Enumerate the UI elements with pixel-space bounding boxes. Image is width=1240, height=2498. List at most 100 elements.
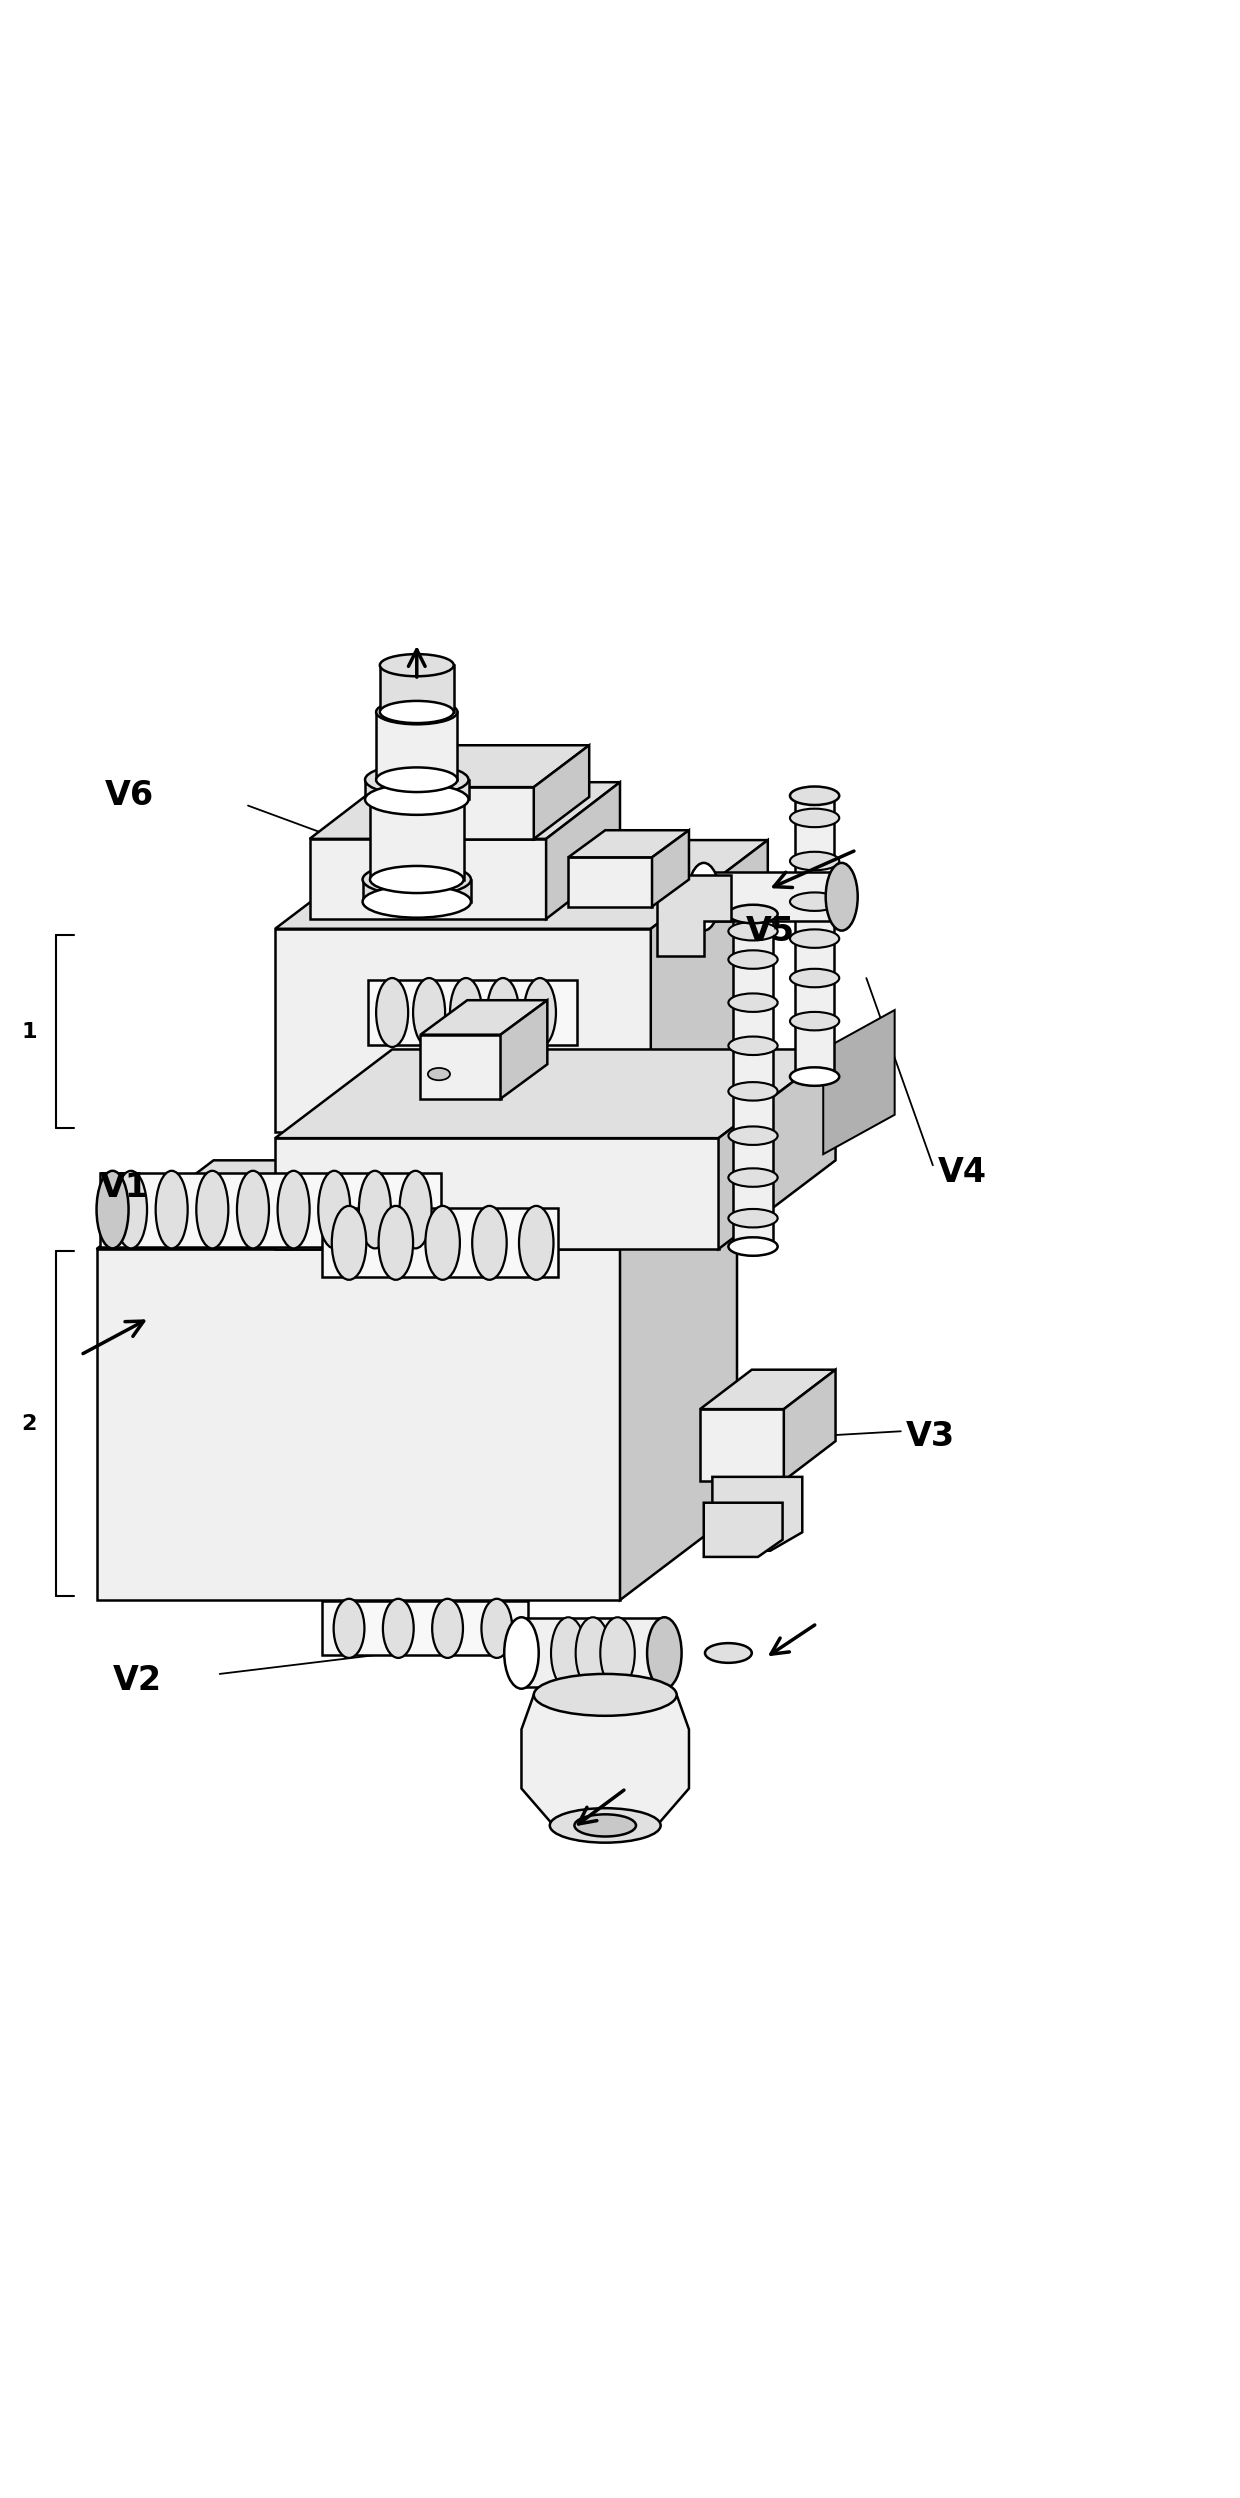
Polygon shape	[420, 999, 547, 1034]
Ellipse shape	[505, 1616, 538, 1689]
Ellipse shape	[487, 979, 520, 1047]
Ellipse shape	[790, 1012, 839, 1029]
Polygon shape	[522, 1694, 689, 1826]
Ellipse shape	[319, 1172, 350, 1249]
Ellipse shape	[156, 1172, 187, 1249]
Polygon shape	[97, 1159, 737, 1249]
Ellipse shape	[706, 1644, 751, 1664]
Polygon shape	[704, 1504, 782, 1556]
Polygon shape	[712, 1476, 802, 1551]
Ellipse shape	[574, 1814, 636, 1836]
Polygon shape	[322, 1601, 528, 1656]
Polygon shape	[275, 1139, 718, 1249]
Ellipse shape	[728, 922, 777, 939]
Ellipse shape	[196, 1172, 228, 1249]
Ellipse shape	[728, 904, 777, 924]
Ellipse shape	[728, 1169, 777, 1187]
Ellipse shape	[549, 1809, 661, 1844]
Ellipse shape	[362, 864, 471, 894]
Ellipse shape	[790, 969, 839, 987]
Ellipse shape	[575, 1616, 610, 1689]
Polygon shape	[370, 799, 464, 879]
Ellipse shape	[647, 1616, 682, 1689]
Ellipse shape	[376, 699, 458, 724]
Ellipse shape	[383, 1599, 414, 1659]
Polygon shape	[379, 664, 454, 712]
Polygon shape	[97, 1249, 620, 1601]
Polygon shape	[365, 779, 469, 799]
Polygon shape	[651, 839, 768, 1132]
Polygon shape	[100, 1172, 441, 1247]
Polygon shape	[823, 1009, 895, 1154]
Polygon shape	[310, 839, 546, 919]
Polygon shape	[704, 872, 842, 922]
Polygon shape	[652, 829, 689, 907]
Ellipse shape	[728, 1209, 777, 1227]
Polygon shape	[275, 929, 651, 1132]
Ellipse shape	[376, 979, 408, 1047]
Ellipse shape	[728, 994, 777, 1012]
Ellipse shape	[365, 764, 469, 794]
Ellipse shape	[790, 809, 839, 827]
Polygon shape	[322, 1209, 558, 1276]
Polygon shape	[310, 782, 620, 839]
Polygon shape	[367, 982, 577, 1044]
Polygon shape	[533, 744, 589, 839]
Polygon shape	[620, 1159, 737, 1601]
Polygon shape	[546, 782, 620, 919]
Polygon shape	[392, 787, 533, 839]
Text: 1: 1	[21, 1022, 36, 1042]
Ellipse shape	[790, 852, 839, 869]
Ellipse shape	[428, 1069, 450, 1079]
Ellipse shape	[413, 979, 445, 1047]
Polygon shape	[275, 839, 768, 929]
Ellipse shape	[425, 1207, 460, 1279]
Polygon shape	[568, 857, 652, 907]
Ellipse shape	[728, 1237, 777, 1256]
Ellipse shape	[370, 867, 464, 894]
Ellipse shape	[728, 949, 777, 969]
Ellipse shape	[728, 1082, 777, 1102]
Polygon shape	[501, 999, 547, 1099]
Ellipse shape	[332, 1207, 366, 1279]
Ellipse shape	[790, 787, 839, 804]
Polygon shape	[784, 1369, 836, 1481]
Ellipse shape	[520, 1207, 553, 1279]
Text: V6: V6	[105, 779, 154, 812]
Ellipse shape	[370, 787, 464, 812]
Polygon shape	[376, 712, 458, 779]
Polygon shape	[701, 1409, 784, 1481]
Ellipse shape	[378, 1207, 413, 1279]
Ellipse shape	[379, 654, 454, 677]
Ellipse shape	[533, 1674, 677, 1716]
Polygon shape	[522, 1619, 665, 1689]
Polygon shape	[718, 1049, 836, 1249]
Polygon shape	[275, 1049, 836, 1139]
Ellipse shape	[728, 1127, 777, 1144]
Ellipse shape	[481, 1599, 512, 1659]
Polygon shape	[362, 879, 471, 902]
Ellipse shape	[600, 1616, 635, 1689]
Ellipse shape	[237, 1172, 269, 1249]
Polygon shape	[701, 1369, 836, 1409]
Ellipse shape	[472, 1207, 507, 1279]
Polygon shape	[657, 874, 730, 957]
Ellipse shape	[551, 1616, 585, 1689]
Polygon shape	[568, 829, 689, 857]
Ellipse shape	[826, 862, 858, 932]
Polygon shape	[420, 1034, 501, 1099]
Ellipse shape	[362, 887, 471, 917]
Text: 2: 2	[21, 1414, 36, 1434]
Ellipse shape	[97, 1172, 129, 1249]
Polygon shape	[733, 914, 773, 1247]
Text: V3: V3	[905, 1419, 955, 1454]
Ellipse shape	[433, 1599, 463, 1659]
Ellipse shape	[115, 1172, 148, 1249]
Ellipse shape	[688, 862, 719, 932]
Ellipse shape	[399, 1172, 432, 1249]
Ellipse shape	[334, 1599, 365, 1659]
Ellipse shape	[728, 1037, 777, 1054]
Ellipse shape	[376, 767, 458, 792]
Text: V4: V4	[937, 1157, 987, 1189]
Ellipse shape	[790, 892, 839, 912]
